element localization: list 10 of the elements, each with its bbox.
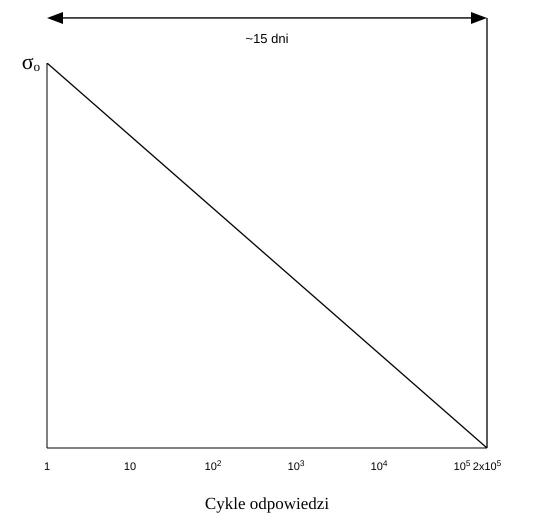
x-tick-label: 10$^{3}$ xyxy=(288,458,305,473)
x-tick-label: 2x10$^{5}$ xyxy=(472,458,502,473)
x-tick-label: 10$^{5}$ xyxy=(454,458,471,473)
x-tick-label: 10$^{2}$ xyxy=(204,458,222,473)
x-axis-title: Cykle odpowiedzi xyxy=(204,494,330,513)
y-axis-title: σₒ xyxy=(22,49,40,74)
x-tick-label: 10$^{4}$ xyxy=(370,458,388,473)
x-tick-label: 1 xyxy=(44,461,50,473)
x-tick-label: 10 xyxy=(124,461,136,473)
text: ~15 dni xyxy=(245,30,289,46)
